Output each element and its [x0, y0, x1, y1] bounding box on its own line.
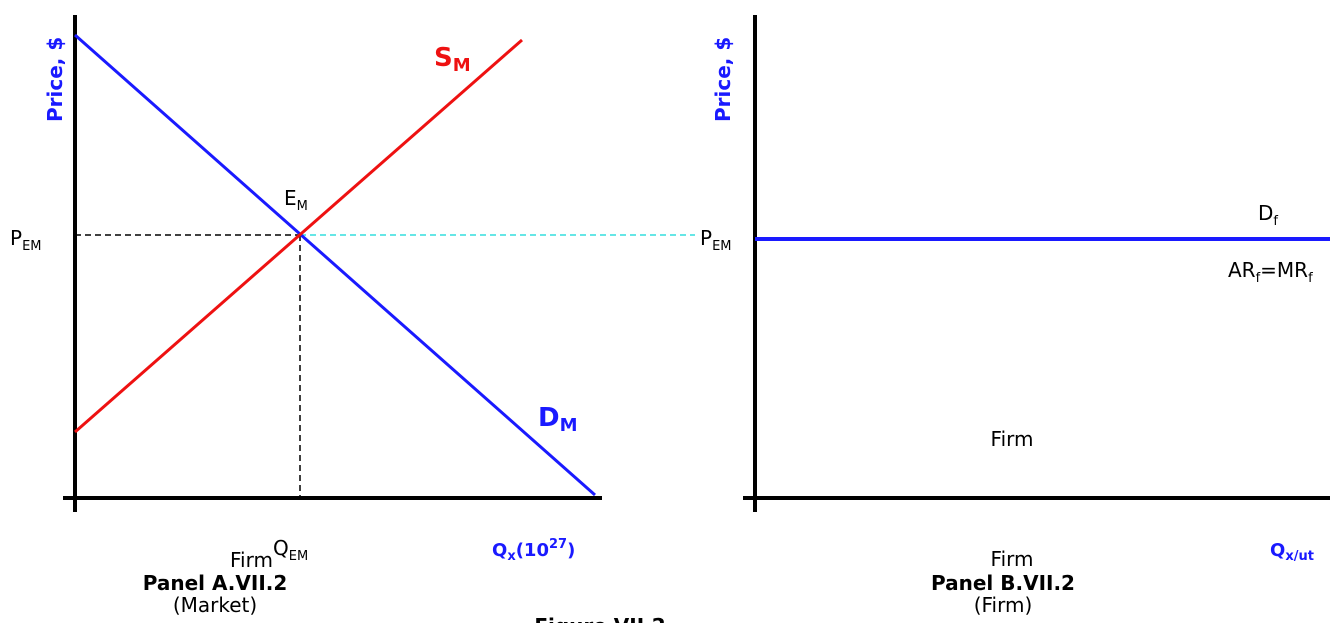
quantity-label: QEM	[273, 536, 308, 564]
label-sub: f	[1273, 214, 1278, 229]
panel-subtitle: (Market)	[173, 593, 257, 617]
label-sub: x	[507, 549, 516, 564]
label-main: Q	[492, 540, 507, 561]
demand-curve	[74, 33, 596, 497]
panel-title: Panel A.VII.2	[143, 571, 288, 595]
firm-label: Firm	[991, 547, 1034, 571]
supply-curve	[74, 38, 523, 434]
label-main: Q	[273, 536, 289, 560]
supply-label: SM	[434, 43, 471, 76]
label-sub: EM	[289, 549, 308, 564]
label-sub: f	[1256, 271, 1261, 286]
label-main: P	[700, 226, 712, 250]
label-close: )	[567, 540, 575, 561]
demand-label: Df	[1258, 201, 1278, 229]
x-axis-label: Qx(1027)	[492, 537, 575, 564]
revenue-label: ARf=MRf	[1228, 258, 1313, 286]
label-sub: M	[453, 55, 471, 76]
price-label: PEM	[10, 226, 42, 254]
firm-label: Firm	[230, 548, 273, 572]
label-main: =MR	[1260, 258, 1308, 282]
label-main: E	[284, 186, 297, 210]
label-sub: x/ut	[1285, 549, 1314, 564]
label-sub: EM	[22, 239, 41, 254]
x-axis-label: Qx/ut	[1270, 540, 1314, 564]
label-main: Q	[1270, 540, 1285, 561]
price-label: PEM	[700, 226, 732, 254]
label-main: P	[10, 226, 22, 250]
label-text: (10	[516, 540, 549, 561]
label-sub: f	[1308, 271, 1313, 286]
label-sub: M	[297, 199, 308, 214]
label-main: S	[434, 43, 453, 73]
label-sup: 27	[549, 537, 567, 552]
label-main: D	[538, 403, 560, 433]
figure-title: Figure VII.2	[534, 614, 665, 623]
label-main: AR	[1228, 258, 1256, 282]
label-sub: M	[560, 415, 578, 436]
y-axis-label: Price, $	[711, 37, 735, 122]
label-sub: EM	[712, 239, 731, 254]
firm-label: Firm	[991, 427, 1034, 451]
demand-label: DM	[538, 403, 578, 436]
panel-subtitle: (Firm)	[974, 593, 1033, 617]
y-axis-label: Price, $	[43, 37, 67, 122]
label-main: D	[1258, 201, 1273, 225]
panel-title: Panel B.VII.2	[931, 571, 1075, 595]
equilibrium-label: EM	[284, 186, 308, 214]
